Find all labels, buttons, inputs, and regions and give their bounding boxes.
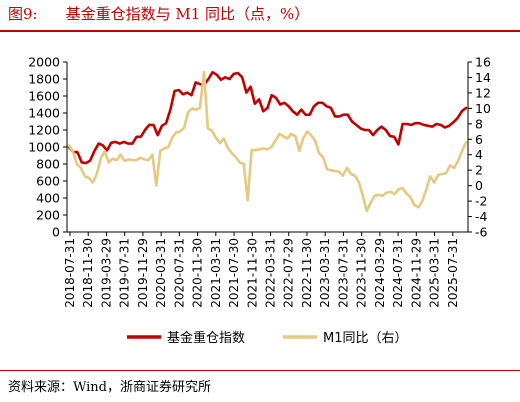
y-left-tick-label: 0 <box>52 225 60 240</box>
y-left-tick-label: 600 <box>36 174 60 189</box>
y-left-tick-label: 2000 <box>28 55 60 70</box>
x-tick-label: 2020-11-30 <box>191 238 205 308</box>
y-right-tick-label: -4 <box>475 209 488 224</box>
x-tick-label: 2021-03-31 <box>209 238 223 308</box>
y-left-tick-label: 400 <box>36 191 60 206</box>
y-left-tick-label: 1000 <box>28 140 60 155</box>
x-tick-label: 2024-07-31 <box>391 238 405 308</box>
y-right-tick-label: 2 <box>475 163 483 178</box>
x-tick-label: 2023-03-31 <box>318 238 332 308</box>
x-tick-label: 2019-07-31 <box>118 238 132 308</box>
x-tick-label: 2022-11-30 <box>300 238 314 308</box>
x-tick-label: 2024-03-29 <box>373 238 387 308</box>
chart-axes: 0200400600800100012001400160018002000-6-… <box>28 55 491 308</box>
y-left-tick-label: 200 <box>36 208 60 223</box>
y-right-tick-label: 6 <box>475 132 483 147</box>
y-right-tick-label: 12 <box>475 85 491 100</box>
y-right-tick-label: 14 <box>475 70 491 85</box>
legend-item-fund-index-label: 基金重仓指数 <box>167 330 245 346</box>
x-tick-label: 2018-07-31 <box>63 238 77 308</box>
y-right-tick-label: 4 <box>475 147 483 162</box>
chart-legend: 基金重仓指数 M1同比（右） <box>127 330 408 346</box>
legend-item-m1-yoy-label: M1同比（右） <box>323 331 408 346</box>
y-right-tick-label: -2 <box>475 194 487 209</box>
y-right-tick-label: 8 <box>475 116 483 131</box>
x-tick-label: 2018-11-30 <box>81 238 95 308</box>
chart-lines <box>67 70 468 213</box>
y-right-tick-label: 0 <box>475 178 483 193</box>
y-left-tick-label: 800 <box>36 157 60 172</box>
x-tick-label: 2023-07-31 <box>336 238 350 308</box>
y-left-tick-label: 1800 <box>28 72 60 87</box>
y-left-tick-label: 1400 <box>28 106 60 121</box>
x-tick-label: 2022-07-29 <box>282 238 296 308</box>
x-tick-label: 2020-07-31 <box>172 238 186 308</box>
x-tick-label: 2025-07-31 <box>446 238 460 308</box>
x-tick-label: 2021-11-30 <box>245 238 259 308</box>
y-left-tick-label: 1200 <box>28 123 60 138</box>
x-tick-label: 2021-07-30 <box>227 238 241 308</box>
series-line-fund-index <box>67 70 468 165</box>
figure-title: 基金重仓指数与 M1 同比（点，%） <box>65 5 310 23</box>
source-note: 资料来源：Wind，浙商证券研究所 <box>8 380 211 395</box>
y-right-tick-label: -6 <box>475 225 488 240</box>
x-tick-label: 2024-11-29 <box>409 238 423 308</box>
x-tick-label: 2025-03-31 <box>428 238 442 308</box>
x-tick-label: 2020-03-31 <box>154 238 168 308</box>
y-right-tick-label: 10 <box>475 101 491 116</box>
x-tick-label: 2022-03-31 <box>264 238 278 308</box>
line-chart: 0200400600800100012001400160018002000-6-… <box>28 55 491 347</box>
series-line-m1-yoy <box>67 70 468 213</box>
footer-rule <box>0 370 520 371</box>
title-rule <box>0 30 520 32</box>
x-tick-label: 2019-11-29 <box>136 238 150 308</box>
x-tick-label: 2023-11-30 <box>355 238 369 308</box>
x-tick-label: 2019-03-29 <box>99 238 113 308</box>
y-right-tick-label: 16 <box>475 55 491 70</box>
figure-title-row: 图9: 基金重仓指数与 M1 同比（点，%） <box>8 3 309 25</box>
y-left-tick-label: 1600 <box>28 89 60 104</box>
figure-number: 图9: <box>8 5 38 23</box>
